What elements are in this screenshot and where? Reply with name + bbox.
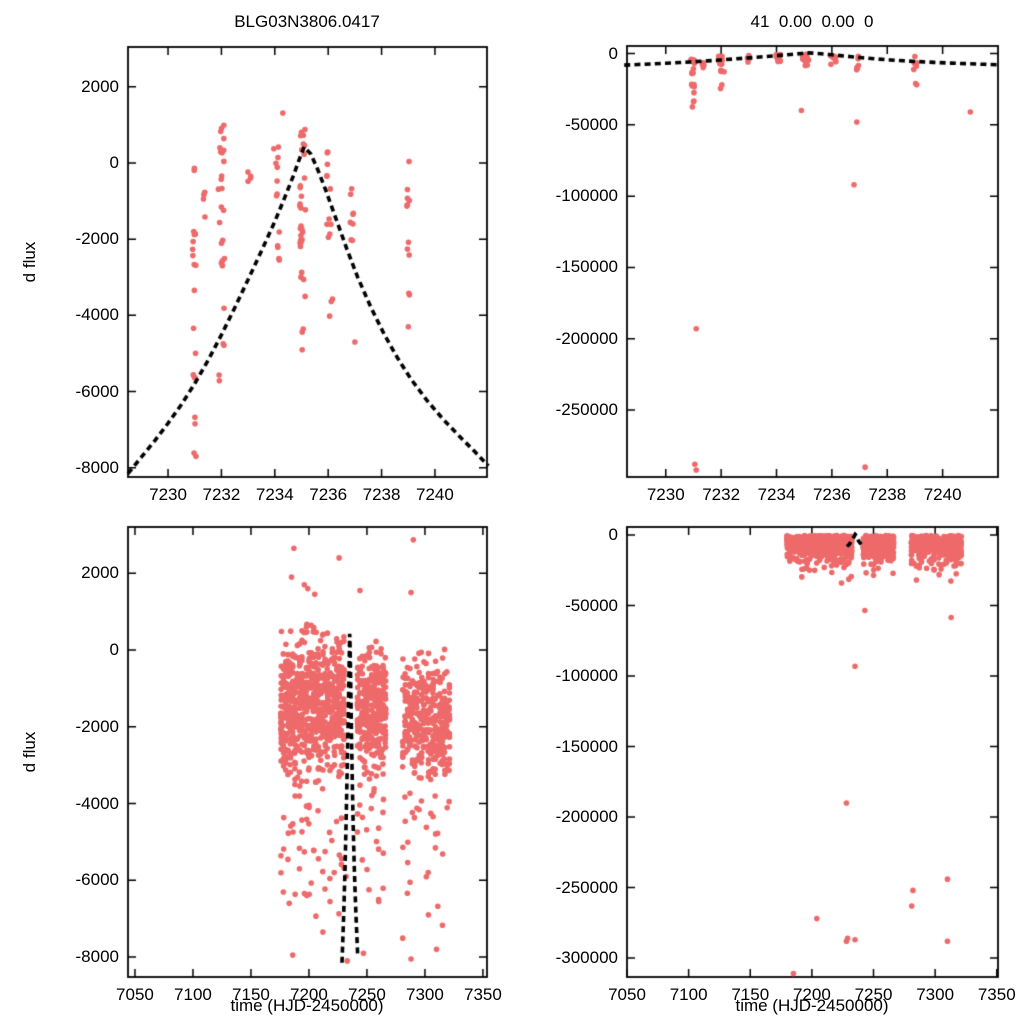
- y-tick-label: -4000: [75, 793, 119, 813]
- y-tick-label: -2000: [75, 229, 119, 249]
- y-tick-label: -100000: [555, 666, 618, 686]
- x-tick-label: 7240: [923, 485, 962, 504]
- x-axis-label-right: time (HJD-2450000): [735, 996, 889, 1015]
- y-tick-label: 2000: [81, 76, 119, 96]
- x-tick-label: 7200: [792, 985, 831, 1004]
- y-tick-label: 0: [109, 640, 119, 659]
- y-tick-label: -100000: [555, 186, 618, 206]
- y-tick-label: -150000: [555, 736, 618, 756]
- y-axis-label-bottom: d flux: [20, 731, 39, 773]
- y-tick-label: -50000: [565, 114, 618, 134]
- x-tick-label: 7350: [977, 985, 1016, 1004]
- y-tick-label: -2000: [75, 716, 119, 736]
- y-tick-label: -4000: [75, 305, 119, 325]
- y-tick-label: -150000: [555, 257, 618, 277]
- y-tick-label: -200000: [555, 328, 618, 348]
- y-tick-label: -8000: [75, 457, 119, 477]
- x-tick-label: 7234: [255, 485, 294, 504]
- x-axis-label-left: time (HJD-2450000): [230, 996, 384, 1015]
- x-tick-label: 7250: [854, 985, 893, 1004]
- x-tick-label: 7150: [731, 985, 770, 1004]
- x-tick-label: 7050: [116, 985, 154, 1004]
- y-tick-label: -250000: [555, 400, 618, 420]
- y-tick-label: -8000: [75, 947, 119, 967]
- x-tick-label: 7200: [290, 985, 328, 1004]
- y-tick-label: 0: [608, 525, 618, 545]
- y-tick-label: 2000: [81, 563, 119, 583]
- x-tick-label: 7300: [406, 985, 444, 1004]
- x-tick-label: 7238: [362, 485, 401, 504]
- y-tick-label: 0: [608, 43, 618, 63]
- y-tick-label: -6000: [75, 381, 119, 401]
- x-tick-label: 7350: [464, 985, 502, 1004]
- x-tick-label: 7150: [232, 985, 270, 1004]
- x-tick-label: 7232: [702, 485, 741, 504]
- y-tick-label: 0: [109, 152, 119, 172]
- x-tick-label: 7238: [868, 485, 907, 504]
- x-tick-label: 7230: [149, 485, 187, 504]
- x-tick-label: 7250: [348, 985, 386, 1004]
- y-tick-label: -250000: [555, 877, 618, 897]
- x-tick-label: 7050: [608, 985, 646, 1004]
- x-tick-label: 7236: [812, 485, 851, 504]
- x-tick-label: 7236: [309, 485, 348, 504]
- x-tick-label: 7232: [202, 485, 241, 504]
- x-tick-label: 7230: [646, 485, 685, 504]
- x-tick-label: 7234: [757, 485, 796, 504]
- panel-title-object-id: BLG03N3806.0417: [234, 12, 380, 31]
- panel-title-fit-params: 41 0.00 0.00 0: [750, 12, 874, 31]
- x-tick-label: 7300: [916, 985, 955, 1004]
- x-tick-label: 7100: [174, 985, 212, 1004]
- x-tick-label: 7240: [416, 485, 454, 504]
- y-axis-label-top: d flux: [20, 241, 39, 283]
- y-tick-label: -300000: [555, 948, 618, 968]
- x-tick-label: 7100: [669, 985, 708, 1004]
- y-tick-label: -50000: [565, 595, 618, 615]
- y-tick-label: -6000: [75, 870, 119, 890]
- y-tick-label: -200000: [555, 807, 618, 827]
